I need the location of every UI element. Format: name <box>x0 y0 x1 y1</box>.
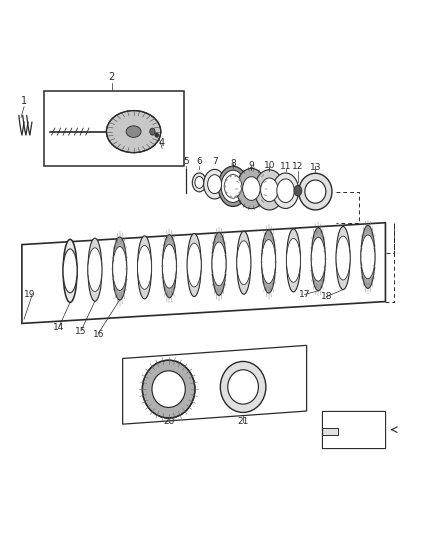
Ellipse shape <box>272 173 299 208</box>
Ellipse shape <box>225 191 227 194</box>
Ellipse shape <box>113 247 127 290</box>
Text: 10: 10 <box>264 161 275 171</box>
Ellipse shape <box>126 126 141 138</box>
Ellipse shape <box>230 174 232 177</box>
Ellipse shape <box>254 169 284 210</box>
Ellipse shape <box>261 178 278 201</box>
Polygon shape <box>22 223 385 324</box>
Ellipse shape <box>220 361 266 413</box>
Ellipse shape <box>162 244 177 288</box>
Ellipse shape <box>113 237 127 300</box>
Ellipse shape <box>204 169 226 199</box>
Text: 5: 5 <box>183 157 189 166</box>
Ellipse shape <box>106 110 161 152</box>
Ellipse shape <box>234 196 237 198</box>
Text: 4: 4 <box>159 138 165 148</box>
Text: 12: 12 <box>292 162 304 171</box>
Ellipse shape <box>239 191 241 194</box>
Ellipse shape <box>212 232 226 295</box>
Ellipse shape <box>237 241 251 285</box>
Ellipse shape <box>237 168 266 208</box>
Ellipse shape <box>261 240 276 284</box>
Ellipse shape <box>237 231 251 294</box>
Ellipse shape <box>187 243 201 287</box>
Ellipse shape <box>63 239 77 302</box>
Ellipse shape <box>294 185 302 196</box>
Text: 7: 7 <box>212 157 218 166</box>
Bar <box>322 411 385 448</box>
Ellipse shape <box>234 174 237 177</box>
Ellipse shape <box>138 236 152 299</box>
Text: 6: 6 <box>196 157 202 166</box>
Text: 1: 1 <box>21 96 27 107</box>
Ellipse shape <box>311 237 325 281</box>
Ellipse shape <box>286 229 300 292</box>
Text: 14: 14 <box>53 323 65 332</box>
Ellipse shape <box>277 179 294 203</box>
Polygon shape <box>322 411 385 448</box>
Text: 18: 18 <box>321 292 332 301</box>
Ellipse shape <box>225 179 227 181</box>
Ellipse shape <box>240 185 242 188</box>
Ellipse shape <box>261 230 276 293</box>
Text: 19: 19 <box>24 290 35 299</box>
Ellipse shape <box>299 173 332 210</box>
Ellipse shape <box>88 238 102 301</box>
Ellipse shape <box>212 242 226 286</box>
Text: 15: 15 <box>75 327 87 336</box>
Ellipse shape <box>142 360 195 418</box>
Text: 13: 13 <box>310 163 321 172</box>
Ellipse shape <box>221 170 245 203</box>
Ellipse shape <box>155 133 159 138</box>
Ellipse shape <box>63 249 77 293</box>
Ellipse shape <box>243 177 260 200</box>
Ellipse shape <box>192 173 206 192</box>
Text: 17: 17 <box>299 290 310 299</box>
Ellipse shape <box>361 225 375 288</box>
Ellipse shape <box>228 370 258 404</box>
Ellipse shape <box>239 179 241 181</box>
Text: 20: 20 <box>163 417 174 426</box>
Text: 8: 8 <box>230 159 236 168</box>
Ellipse shape <box>361 235 375 279</box>
Ellipse shape <box>336 236 350 280</box>
Ellipse shape <box>162 235 177 298</box>
Ellipse shape <box>88 248 102 292</box>
Text: 2: 2 <box>109 72 115 83</box>
Text: 9: 9 <box>248 160 254 169</box>
Text: 16: 16 <box>93 329 104 338</box>
Ellipse shape <box>138 246 152 289</box>
Ellipse shape <box>336 227 350 289</box>
Ellipse shape <box>195 176 204 188</box>
Ellipse shape <box>218 166 248 206</box>
Text: 21: 21 <box>237 417 249 426</box>
Ellipse shape <box>305 180 326 203</box>
Ellipse shape <box>208 175 222 193</box>
Bar <box>44 91 184 166</box>
Ellipse shape <box>187 233 201 296</box>
Ellipse shape <box>150 128 155 135</box>
Ellipse shape <box>230 196 232 198</box>
Ellipse shape <box>286 238 300 282</box>
Ellipse shape <box>152 371 185 407</box>
Polygon shape <box>123 345 307 424</box>
Text: 11: 11 <box>280 162 291 171</box>
Text: 3: 3 <box>152 127 159 137</box>
Ellipse shape <box>224 174 242 198</box>
Ellipse shape <box>224 185 226 188</box>
Ellipse shape <box>311 228 325 290</box>
